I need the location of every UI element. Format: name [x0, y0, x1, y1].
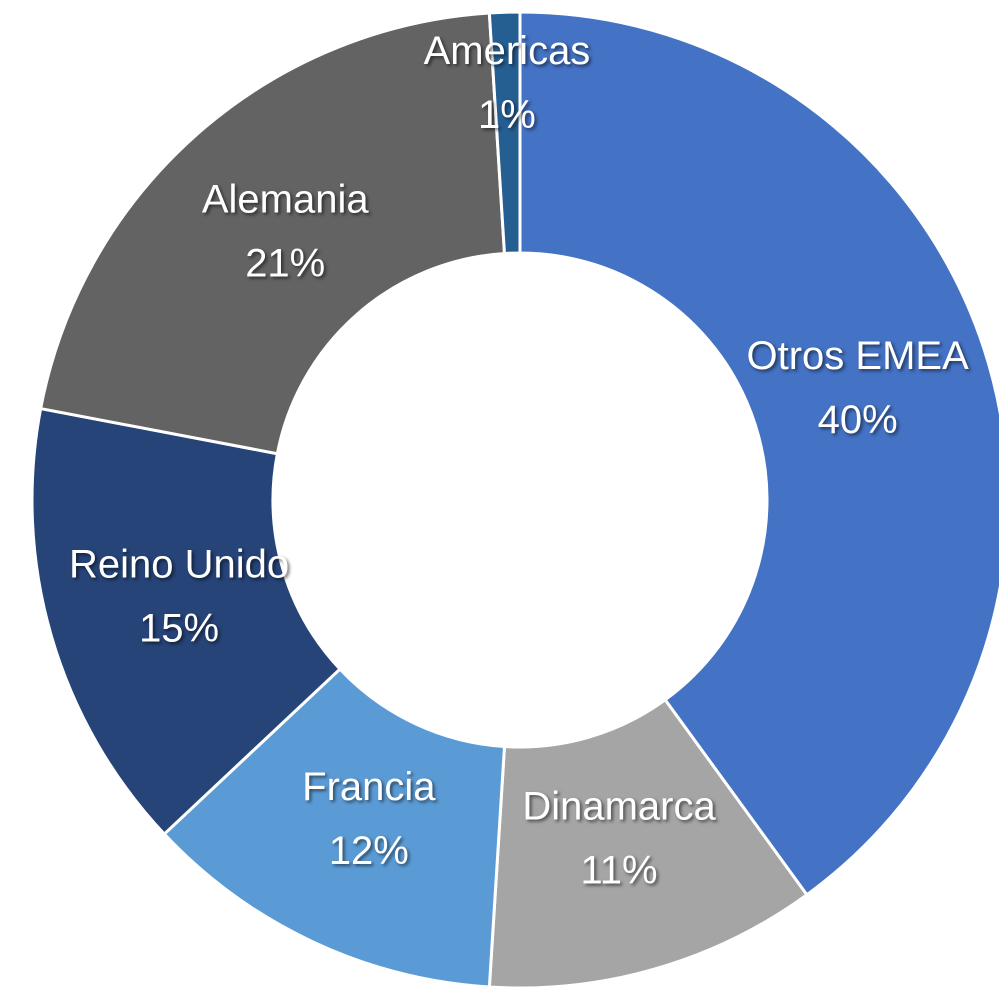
slice-value-label: 15% [139, 607, 219, 651]
slice-label: Americas [424, 29, 591, 73]
slice-value-label: 1% [478, 93, 536, 137]
slice-label: Dinamarca [522, 784, 716, 828]
slice-value-label: 40% [818, 398, 898, 442]
slice [487, 10, 522, 256]
slice [30, 406, 343, 837]
slice-value-label: 12% [329, 829, 409, 873]
slice [487, 697, 809, 989]
slice-label: Reino Unido [69, 543, 289, 587]
slice-label: Alemania [202, 177, 370, 221]
slice-label: Francia [302, 765, 436, 809]
slice [518, 10, 999, 897]
slice-label: Otros EMEA [746, 334, 969, 378]
slice-value-label: 11% [580, 848, 657, 892]
slice-value-label: 21% [245, 241, 325, 285]
slice [38, 11, 507, 456]
slice [162, 666, 507, 989]
